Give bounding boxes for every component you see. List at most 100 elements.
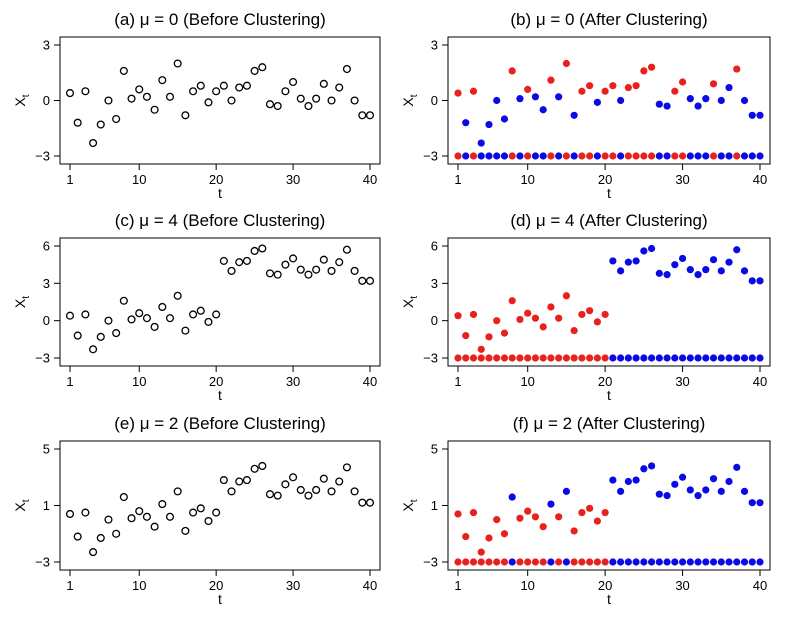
cluster-indicator [469, 354, 478, 362]
y-axis-label-main: X [12, 97, 28, 107]
data-point [508, 297, 516, 305]
cluster-indicator [493, 152, 501, 160]
data-point [304, 102, 313, 111]
cluster-indicators [454, 558, 764, 566]
y-tick-label: −3 [423, 351, 438, 366]
cluster-indicator [500, 354, 509, 362]
cluster-indicator [516, 354, 524, 362]
cluster-indicator [756, 354, 764, 362]
x-tick-label: 10 [132, 172, 146, 187]
cluster-indicator [725, 152, 733, 160]
x-tick-label: 20 [209, 374, 223, 389]
data-point [150, 522, 159, 531]
data-point [296, 94, 305, 103]
data-point [539, 323, 547, 331]
y-tick-label: 3 [431, 38, 438, 53]
data-point [189, 310, 198, 319]
data-point [81, 87, 90, 96]
cluster-indicator [570, 152, 578, 160]
cluster-indicator [655, 354, 663, 362]
data-point [725, 258, 733, 266]
y-tick-label: −3 [35, 149, 50, 164]
data-point [624, 83, 632, 92]
cluster-indicator [617, 152, 625, 160]
data-point [524, 309, 532, 317]
data-point [142, 92, 151, 101]
panel-b: (b) μ = 0 (After Clustering) 1 10 20 30 40 −3 0… [400, 10, 771, 201]
data-point [73, 331, 82, 340]
x-axis-label: t [218, 185, 222, 201]
data-point [65, 89, 75, 98]
y-tick-label: −3 [423, 555, 438, 570]
data-point [319, 255, 328, 264]
data-points [65, 244, 375, 354]
data-point [678, 78, 687, 86]
data-point [477, 345, 485, 353]
cluster-indicator [678, 558, 687, 566]
data-point [578, 508, 586, 517]
data-point [655, 269, 663, 277]
y-tick-label: −3 [35, 351, 50, 366]
cluster-indicator [624, 354, 632, 362]
data-point [477, 548, 485, 556]
y-axis-label-sub: t [409, 94, 420, 97]
y-axis-label-sub: t [409, 296, 420, 299]
cluster-indicator [524, 354, 532, 362]
data-point [485, 120, 493, 129]
data-point [586, 504, 594, 512]
data-point [694, 492, 702, 500]
data-point [296, 485, 305, 495]
y-tick-label: 0 [431, 93, 438, 108]
cluster-indicator [655, 152, 663, 160]
cluster-indicator [493, 354, 501, 362]
x-tick-label: 30 [286, 578, 300, 593]
data-point [365, 111, 375, 120]
data-point [702, 486, 710, 494]
cluster-indicator [547, 152, 555, 160]
data-point [73, 532, 82, 541]
data-point [165, 92, 175, 101]
data-point [81, 508, 90, 517]
cluster-indicator [500, 558, 509, 566]
cluster-indicator [717, 558, 725, 566]
data-point [748, 111, 756, 119]
cluster-indicator [663, 558, 671, 566]
data-point [709, 256, 718, 264]
y-axis-label: Xt [400, 94, 420, 106]
data-point [235, 477, 244, 486]
data-point [96, 533, 105, 543]
panel-f: (f) μ = 2 (After Clustering) 1 10 20 30 40 −3 1… [400, 414, 771, 607]
data-point [196, 81, 205, 90]
data-point [289, 77, 298, 87]
data-point [640, 465, 648, 473]
y-tick-label: 5 [431, 442, 438, 457]
data-point [335, 477, 344, 486]
y-axis-label-sub: t [21, 94, 32, 97]
data-point [189, 508, 198, 517]
cluster-indicator [640, 152, 648, 160]
data-point [547, 303, 555, 311]
data-point [173, 487, 182, 496]
cluster-indicator [632, 558, 640, 566]
cluster-indicator [709, 152, 718, 160]
data-point [104, 96, 113, 105]
x-tick-label: 1 [454, 578, 461, 593]
cluster-indicator [647, 354, 656, 362]
cluster-indicator [454, 558, 462, 566]
data-point [150, 322, 159, 331]
y-axis-label-sub: t [409, 499, 420, 502]
data-point [89, 139, 98, 148]
data-point [462, 119, 470, 127]
x-tick-label: 30 [675, 172, 689, 187]
data-point [104, 316, 113, 325]
panel-title: (a) μ = 0 (Before Clustering) [114, 10, 326, 29]
data-point [562, 59, 571, 68]
cluster-indicator [593, 558, 601, 566]
data-point [609, 257, 617, 265]
cluster-indicator [671, 152, 679, 160]
data-point [516, 514, 524, 522]
data-point [335, 83, 344, 92]
cluster-indicator [477, 558, 485, 566]
data-point [647, 244, 656, 253]
